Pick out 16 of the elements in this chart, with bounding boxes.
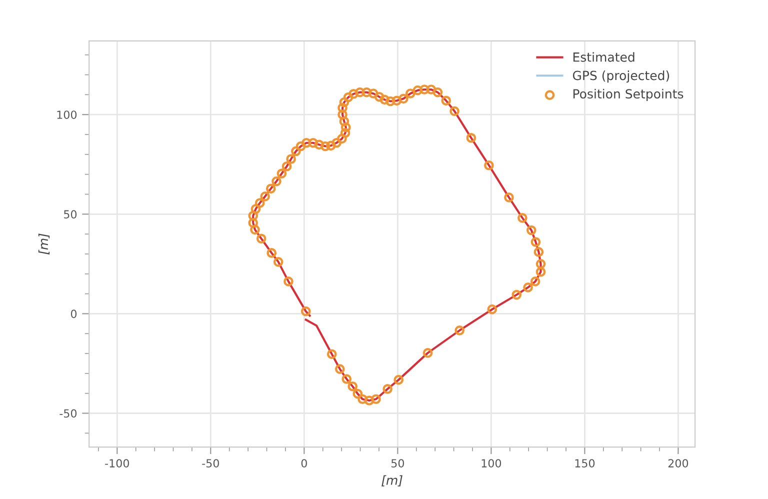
x-tick-label: 150	[575, 459, 595, 468]
y-tick-label: 0	[70, 310, 77, 318]
y-axis-title: [m]	[38, 234, 50, 254]
x-tick-label: 200	[668, 459, 688, 468]
y-tick-label: 100	[57, 110, 77, 119]
x-tick-label: -100	[105, 459, 130, 468]
y-tick-label: -50	[60, 409, 77, 418]
x-tick-label: 100	[482, 459, 502, 468]
x-tick-label: 50	[391, 459, 404, 468]
x-tick-label: -50	[202, 459, 219, 468]
x-axis-title: [m]	[382, 475, 402, 486]
legend-label: GPS (projected)	[572, 70, 670, 83]
legend-label: Position Setpoints	[573, 88, 684, 101]
y-tick-label: 50	[64, 210, 77, 219]
x-tick-label: 0	[301, 459, 307, 468]
legend-label: Estimated	[573, 52, 634, 62]
